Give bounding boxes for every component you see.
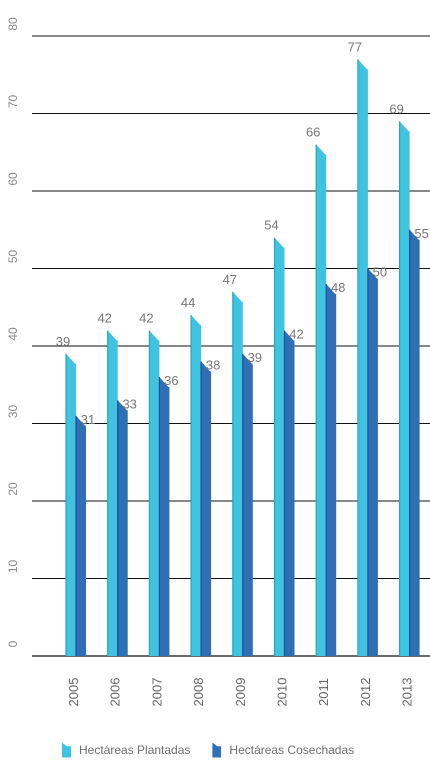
grid-lines [32,35,430,657]
data-label-plantadas-2011: 66 [306,125,320,140]
legend-swatch-plantadas [62,742,71,758]
bar-plantadas-2010 [274,237,285,656]
data-label-plantadas-2007: 42 [139,311,153,326]
legend-item-plantadas: Hectáreas Plantadas [62,742,191,758]
bar-plantadas-2011 [316,144,327,656]
x-category-2005: 2005 [66,678,81,707]
y-tick-label-0: 0 [6,640,20,647]
data-labels: 39 31 42 33 42 36 44 38 47 39 54 42 66 48 77 50 69 55 [56,39,429,427]
legend-label-plantadas: Hectáreas Plantadas [79,743,191,757]
bar-cosechadas-2009 [242,353,253,656]
bar-plantadas-2007 [149,330,160,656]
data-label-cosechadas-2012: 50 [373,265,387,280]
data-label-plantadas-2005: 39 [56,334,70,349]
y-tick-label-10: 10 [6,560,20,574]
legend: Hectáreas Plantadas Hectáreas Cosechadas [62,740,376,760]
bar-cosechadas-2011 [326,284,337,656]
data-label-cosechadas-2013: 55 [414,226,428,241]
legend-item-cosechadas: Hectáreas Cosechadas [212,742,355,758]
data-label-plantadas-2009: 47 [223,272,237,287]
bars [65,59,420,656]
x-category-2011: 2011 [316,678,331,706]
bar-cosechadas-2010 [284,330,295,656]
y-tick-label-50: 50 [6,250,20,264]
y-tick-label-70: 70 [6,95,20,109]
legend-label-cosechadas: Hectáreas Cosechadas [229,743,355,757]
x-axis-categories: 2005 2006 2007 2008 2009 2010 2011 2012 2013 [66,678,415,707]
data-label-cosechadas-2006: 33 [122,396,136,411]
bar-plantadas-2012 [357,59,368,656]
x-category-2006: 2006 [108,678,123,707]
bar-plantadas-2005 [66,353,76,656]
data-label-cosechadas-2008: 38 [206,358,220,373]
y-tick-label-80: 80 [6,17,20,31]
data-label-cosechadas-2011: 48 [331,280,345,295]
legend-swatch-cosechadas [212,742,222,758]
data-label-plantadas-2012: 77 [348,39,362,54]
bar-cosechadas-2008 [201,361,212,656]
x-category-2007: 2007 [149,678,164,707]
bar-cosechadas-2013 [409,229,420,656]
bar-cosechadas-2005 [76,415,86,656]
y-axis-ticks: 0 10 20 30 40 50 60 70 80 [6,17,20,647]
data-label-plantadas-2010: 54 [264,218,278,233]
bar-plantadas-2008 [191,315,202,656]
data-label-plantadas-2006: 42 [97,311,111,326]
bar-plantadas-2013 [399,121,410,656]
x-category-2009: 2009 [233,678,248,707]
bar-plantadas-2009 [232,291,243,656]
bar-cosechadas-2012 [367,268,378,656]
data-label-cosechadas-2009: 39 [248,350,262,365]
data-label-plantadas-2013: 69 [389,101,403,116]
x-category-2008: 2008 [191,678,206,707]
y-tick-label-40: 40 [6,327,20,341]
x-category-2013: 2013 [400,678,415,707]
y-tick-label-30: 30 [6,405,20,419]
bar-cosechadas-2006 [117,400,128,656]
bar-plantadas-2006 [107,330,118,656]
y-tick-label-20: 20 [6,482,20,496]
y-tick-label-60: 60 [6,172,20,186]
x-category-2010: 2010 [275,678,290,707]
bar-cosechadas-2007 [159,377,170,656]
data-label-plantadas-2008: 44 [181,295,195,310]
data-label-cosechadas-2007: 36 [164,373,178,388]
x-category-2012: 2012 [358,678,373,707]
data-label-cosechadas-2010: 42 [289,327,303,342]
data-label-cosechadas-2005: 31 [81,412,95,427]
